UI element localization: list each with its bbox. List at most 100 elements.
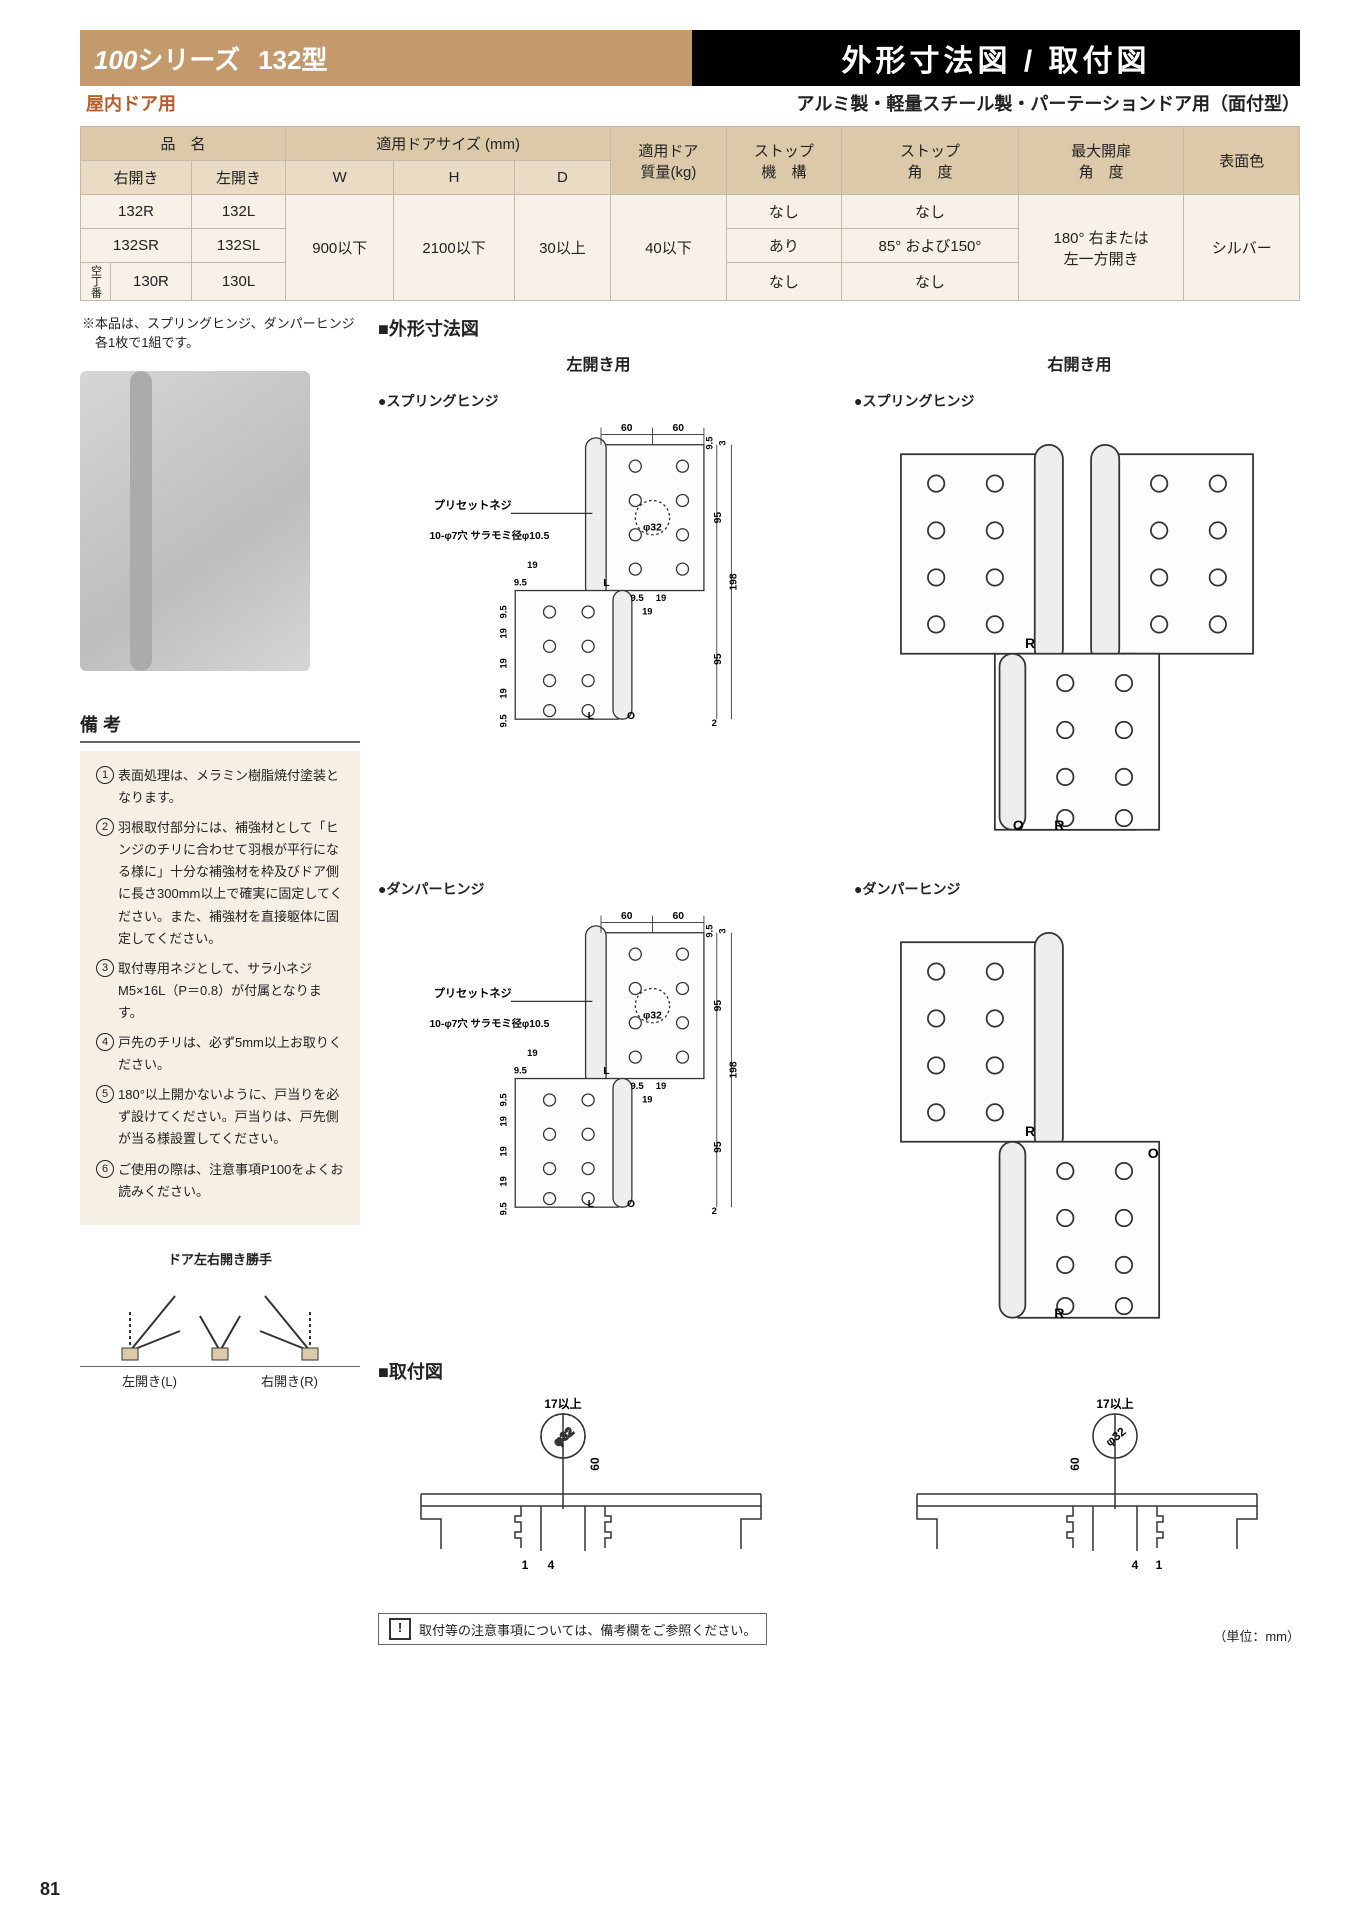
svg-text:4: 4 xyxy=(1132,1558,1139,1572)
svg-text:O: O xyxy=(1013,817,1024,833)
svg-text:9.5: 9.5 xyxy=(514,576,527,587)
svg-text:9.5: 9.5 xyxy=(703,436,714,449)
remarks-title: 備 考 xyxy=(80,711,360,743)
col-left: 左開き xyxy=(191,161,285,195)
handing-diagram xyxy=(80,1276,360,1366)
usage-label: 屋内ドア用 xyxy=(80,90,176,116)
col-stop: ストップ 機 構 xyxy=(726,127,841,195)
cell-H: 2100以下 xyxy=(394,195,514,301)
cell: なし xyxy=(842,195,1019,229)
col-name: 品 名 xyxy=(81,127,286,161)
remark-item: 表面処理は、メラミン樹脂焼付塗装となります。 xyxy=(96,765,344,809)
svg-text:9.5: 9.5 xyxy=(498,605,509,618)
svg-text:9.5: 9.5 xyxy=(630,592,643,603)
right-open-label: 右開き用 xyxy=(859,351,1300,375)
col-D: D xyxy=(514,161,610,195)
cell: 132SL xyxy=(191,229,285,263)
svg-text:19: 19 xyxy=(642,606,652,617)
col-doorsize: 適用ドアサイズ (mm) xyxy=(286,127,611,161)
svg-text:L: L xyxy=(588,711,594,722)
svg-text:プリセットネジ: プリセットネジ xyxy=(434,498,512,512)
remark-item: 羽根取付部分には、補強材として「ヒンジのチリに合わせて羽根が平行になる様に」十分… xyxy=(96,817,344,950)
remark-item: 戸先のチリは、必ず5mm以上お取りください。 xyxy=(96,1032,344,1076)
product-photo xyxy=(80,371,310,671)
mount-type: （面付型） xyxy=(1210,94,1300,114)
install-left-diagram: φ32 17以上 60 1 4 xyxy=(378,1394,824,1574)
cell: 132SR xyxy=(81,229,192,263)
svg-text:198: 198 xyxy=(729,573,740,590)
spring-label: ●スプリングヒンジ xyxy=(378,391,824,411)
handing-right: 右開き(R) xyxy=(261,1371,318,1390)
remark-item: 180°以上開かないように、戸当りを必ず設けてください。戸当りは、戸先側が当る様… xyxy=(96,1084,344,1150)
svg-text:O: O xyxy=(627,711,635,722)
damper-left-diagram xyxy=(378,907,824,1216)
svg-text:60: 60 xyxy=(672,423,684,434)
col-H: H xyxy=(394,161,514,195)
cell-D: 30以上 xyxy=(514,195,610,301)
svg-text:R: R xyxy=(1054,1304,1064,1320)
handing-labels: 左開き(L) 右開き(R) xyxy=(80,1366,360,1390)
cell-W: 900以下 xyxy=(286,195,394,301)
install-title: ■取付図 xyxy=(378,1358,1300,1384)
handing-title: ドア左右開き勝手 xyxy=(80,1249,360,1268)
svg-text:3: 3 xyxy=(716,440,727,445)
cell: 132L xyxy=(191,195,285,229)
svg-text:17以上: 17以上 xyxy=(1096,1396,1133,1411)
svg-text:R: R xyxy=(1025,1122,1035,1138)
unit-note: （単位：mm） xyxy=(1213,1626,1300,1645)
header-right-title: 外形寸法図 / 取付図 xyxy=(692,30,1300,86)
damper-label: ●ダンパーヒンジ xyxy=(378,879,824,899)
spring-right-diagram: R O R xyxy=(854,419,1300,842)
svg-text:19: 19 xyxy=(498,688,509,698)
cell-kg: 40以下 xyxy=(611,195,726,301)
col-right: 右開き xyxy=(81,161,192,195)
cell-finish: シルバー xyxy=(1184,195,1300,301)
header-bar: 100シリーズ 132型 外形寸法図 / 取付図 xyxy=(80,30,1300,86)
svg-text:60: 60 xyxy=(1068,1457,1082,1471)
svg-text:19: 19 xyxy=(498,658,509,668)
col-finish: 表面色 xyxy=(1184,127,1300,195)
svg-text:1: 1 xyxy=(522,1558,529,1572)
svg-text:R: R xyxy=(1025,635,1035,651)
col-weight: 適用ドア 質量(kg) xyxy=(611,127,726,195)
cell-max: 180° 右または 左一方開き xyxy=(1018,195,1184,301)
svg-text:φ32: φ32 xyxy=(643,522,662,533)
cell: 130R xyxy=(110,263,191,301)
spring-left-diagram: 60 60 φ32 95 95 198 L O L プリセットネジ 10 xyxy=(378,419,824,728)
damper-label-r: ●ダンパーヒンジ xyxy=(854,879,1300,899)
series-suffix: シリーズ xyxy=(137,45,240,75)
svg-text:17以上: 17以上 xyxy=(544,1396,581,1411)
remark-item: 取付専用ネジとして、サラ小ネジM5×16L（P＝0.8）が付属となります。 xyxy=(96,958,344,1024)
air-hinge-label: 空丁番 xyxy=(81,263,111,301)
col-W: W xyxy=(286,161,394,195)
model-number: 132型 xyxy=(258,40,327,77)
svg-text:1: 1 xyxy=(1156,1558,1163,1572)
sub-header: 屋内ドア用 アルミ製・軽量スチール製・パーテーションドア用（面付型） xyxy=(80,90,1300,116)
outline-drawing-title: ■外形寸法図 xyxy=(378,315,1300,341)
col-maxopen: 最大開扉 角 度 xyxy=(1018,127,1184,195)
remarks-box: 表面処理は、メラミン樹脂焼付塗装となります。 羽根取付部分には、補強材として「ヒ… xyxy=(80,751,360,1225)
svg-text:60: 60 xyxy=(621,423,633,434)
spring-label-r: ●スプリングヒンジ xyxy=(854,391,1300,411)
svg-text:60: 60 xyxy=(588,1457,602,1471)
cell: あり xyxy=(726,229,841,263)
svg-text:R: R xyxy=(1054,817,1064,833)
set-note: ※本品は、スプリングヒンジ、ダンパーヒンジ 各1枚で1組です。 xyxy=(82,313,360,351)
svg-text:19: 19 xyxy=(656,592,666,603)
svg-text:19: 19 xyxy=(527,559,537,570)
install-right-diagram: 17以上 φ32 60 4 1 xyxy=(854,1394,1300,1574)
cell: 132R xyxy=(81,195,192,229)
material-text: アルミ製・軽量スチール製・パーテーションドア用 xyxy=(797,94,1210,114)
svg-text:4: 4 xyxy=(548,1558,555,1572)
cell: なし xyxy=(726,263,841,301)
handing-left: 左開き(L) xyxy=(122,1371,177,1390)
left-open-label: 左開き用 xyxy=(378,351,819,375)
svg-text:2: 2 xyxy=(712,717,717,728)
header-left: 100シリーズ 132型 xyxy=(80,30,692,86)
cell: なし xyxy=(726,195,841,229)
page-number: 81 xyxy=(40,1879,60,1900)
cell: 85° および150° xyxy=(842,229,1019,263)
damper-right-diagram: R O R xyxy=(854,907,1300,1330)
svg-text:9.5: 9.5 xyxy=(498,714,509,727)
svg-text:L: L xyxy=(603,578,609,589)
